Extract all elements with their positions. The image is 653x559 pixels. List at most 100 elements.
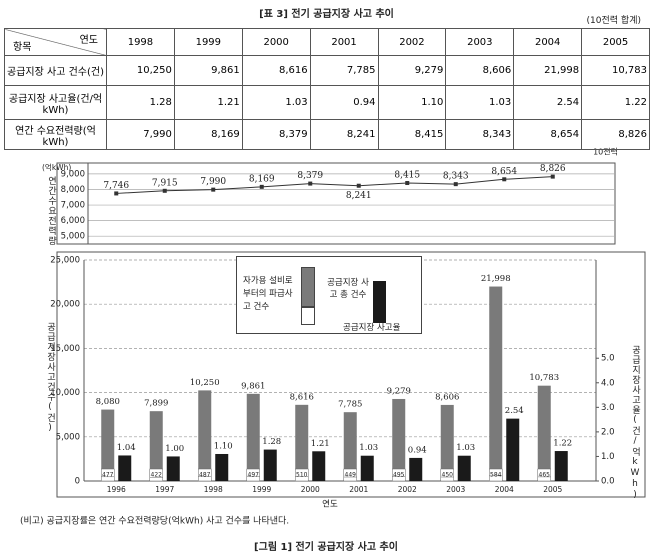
x-tick-label: 2004 — [495, 485, 514, 494]
bar — [392, 476, 406, 482]
table-cell: 7,990 — [106, 119, 175, 150]
y-tick-label: 9,000 — [61, 169, 85, 179]
bar — [409, 457, 423, 481]
value-label: 21,998 — [481, 274, 511, 284]
value-label: 477 — [102, 472, 114, 479]
point — [114, 191, 119, 196]
bar — [440, 404, 454, 481]
y-tick-label: 25,000 — [50, 256, 80, 266]
x-tick-label: 2003 — [446, 485, 465, 494]
data-table: 연도 항목 1998 1999 2000 2001 2002 2003 2004 2005 공급지장… — [4, 28, 650, 150]
value-label: 1.28 — [262, 437, 281, 447]
column-header: 2000 — [241, 28, 311, 56]
value-label: 10,783 — [529, 373, 559, 383]
y-tick-label: 6,000 — [61, 216, 85, 226]
bar — [554, 451, 568, 481]
table-cell: 8,343 — [445, 119, 515, 150]
bar — [215, 453, 229, 481]
value-label: 1.03 — [456, 443, 475, 453]
x-tick-label: 2001 — [349, 485, 368, 494]
y2-tick-label: 2.0 — [601, 427, 615, 437]
value-label: 10,250 — [190, 378, 220, 388]
legend-swatch — [301, 267, 315, 307]
table-cell: 8,654 — [513, 119, 583, 150]
figure-caption: [그림 1] 전기 공급지장 사고 추이 — [254, 540, 398, 553]
point — [211, 187, 216, 192]
value-label: 2.54 — [505, 406, 524, 416]
point — [356, 183, 361, 188]
point — [405, 181, 410, 186]
table-cell: 1.21 — [173, 85, 243, 120]
corner-cell: 연도 항목 — [4, 28, 107, 56]
y2-tick-label: 4.0 — [601, 378, 615, 388]
value-label: 7,746 — [103, 181, 129, 191]
table-cell: 8,616 — [241, 55, 311, 86]
bar — [360, 455, 374, 481]
bar — [537, 476, 551, 482]
value-label: 8,080 — [96, 397, 120, 407]
table-cell: 10,250 — [106, 55, 175, 86]
table-cell: 9,279 — [377, 55, 447, 86]
value-label: 1.00 — [165, 444, 184, 454]
column-header: 2003 — [445, 28, 515, 56]
value-label: 495 — [393, 472, 405, 479]
value-label: 9,861 — [241, 381, 265, 391]
table-cell: 21,998 — [513, 55, 583, 86]
y-tick-label: 8,000 — [61, 185, 85, 195]
value-label: 1.22 — [553, 439, 572, 449]
table-cell: 1.22 — [581, 85, 650, 120]
header-row: 연도 항목 1998 1999 2000 2001 2002 2003 2004 2005 — [4, 28, 650, 56]
y2-tick-label: 1.0 — [601, 452, 615, 462]
x-tick-label: 1997 — [155, 485, 174, 494]
y2-axis-title: 공급지장사고율(건/억kWh) — [630, 345, 640, 501]
value-label: 487 — [199, 472, 211, 479]
y-tick-label: 7,000 — [61, 201, 85, 211]
row-label: 공급지장 사고율(건/억kWh) — [4, 85, 107, 120]
x-tick-label: 1999 — [252, 485, 271, 494]
bar — [440, 476, 454, 482]
bar — [118, 455, 132, 481]
table-cell: 7,785 — [309, 55, 379, 86]
bar — [246, 393, 260, 481]
y2-tick-label: 3.0 — [601, 403, 615, 413]
bar — [101, 409, 115, 481]
y-tick-label: 15,000 — [50, 344, 80, 354]
value-label: 0.94 — [408, 445, 427, 455]
bar — [506, 418, 520, 481]
bar — [198, 390, 212, 481]
column-header: 1998 — [106, 28, 175, 56]
y2-tick-label: 5.0 — [601, 354, 615, 364]
legend-label: 자가용 설비로부터의 파급사고 건수 — [243, 276, 293, 312]
table-cell: 8,241 — [309, 119, 379, 150]
bar — [198, 476, 212, 482]
point — [162, 188, 167, 193]
y-tick-label: 20,000 — [50, 300, 80, 310]
y-axis-unit: (억kWh) — [42, 163, 72, 172]
line — [116, 176, 553, 194]
bar — [312, 451, 326, 481]
bar — [457, 455, 471, 481]
corner-bottom: 항목 — [13, 42, 32, 53]
bar — [537, 385, 551, 481]
table-cell: 1.10 — [377, 85, 447, 120]
value-label: 510 — [296, 472, 308, 479]
value-label: 7,899 — [144, 399, 168, 409]
legend-swatch — [301, 307, 315, 325]
footnote: (비고) 공급지장률은 연간 수요전력량당(억kWh) 사고 건수를 나타낸다. — [20, 515, 289, 527]
value-label: 8,415 — [394, 171, 420, 181]
value-label: 8,654 — [491, 167, 517, 177]
value-label: 1.10 — [214, 441, 233, 451]
x-tick-label: 2005 — [543, 485, 562, 494]
y-tick-label: 5,000 — [61, 232, 85, 242]
panel-frame — [56, 162, 616, 245]
legend-label: 공급지장 사고 총 건수 — [327, 278, 369, 300]
bar — [166, 456, 180, 481]
table-title: [표 3] 전기 공급지장 사고 추이 — [259, 9, 394, 20]
x-tick-label: 2000 — [301, 485, 320, 494]
chart-note: 10전력 — [593, 147, 618, 157]
legend-swatch — [373, 281, 386, 323]
table-row: 공급지장 사고 건수(건) 10,250 9,861 8,616 7,785 9,279 8… — [4, 55, 650, 86]
column-header: 2001 — [309, 28, 379, 56]
value-label: 8,169 — [249, 174, 275, 184]
